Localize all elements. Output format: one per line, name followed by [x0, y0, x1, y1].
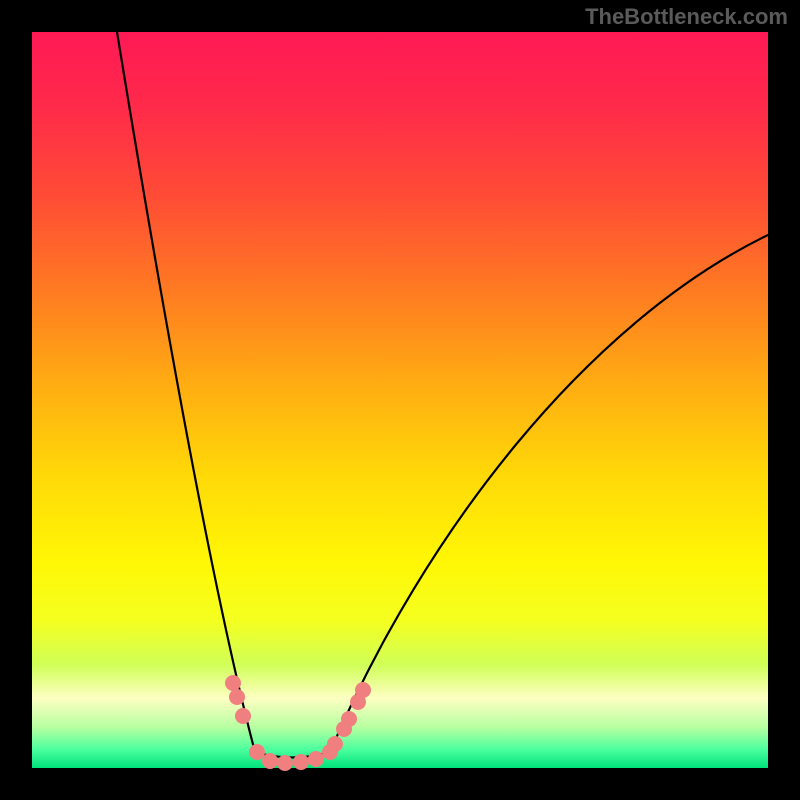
- curve-marker: [341, 711, 357, 727]
- watermark-text: TheBottleneck.com: [585, 4, 788, 30]
- curve-layer: [32, 32, 768, 768]
- curve-marker: [235, 708, 251, 724]
- curve-marker: [355, 682, 371, 698]
- curve-marker: [229, 689, 245, 705]
- curve-marker: [327, 736, 343, 752]
- curve-marker: [293, 754, 309, 770]
- plot-area: [32, 32, 768, 768]
- curve-marker: [308, 751, 324, 767]
- curve-marker: [262, 753, 278, 769]
- curve-marker: [277, 755, 293, 771]
- curve-marker: [249, 744, 265, 760]
- bottleneck-curve: [117, 32, 768, 758]
- curve-marker: [225, 675, 241, 691]
